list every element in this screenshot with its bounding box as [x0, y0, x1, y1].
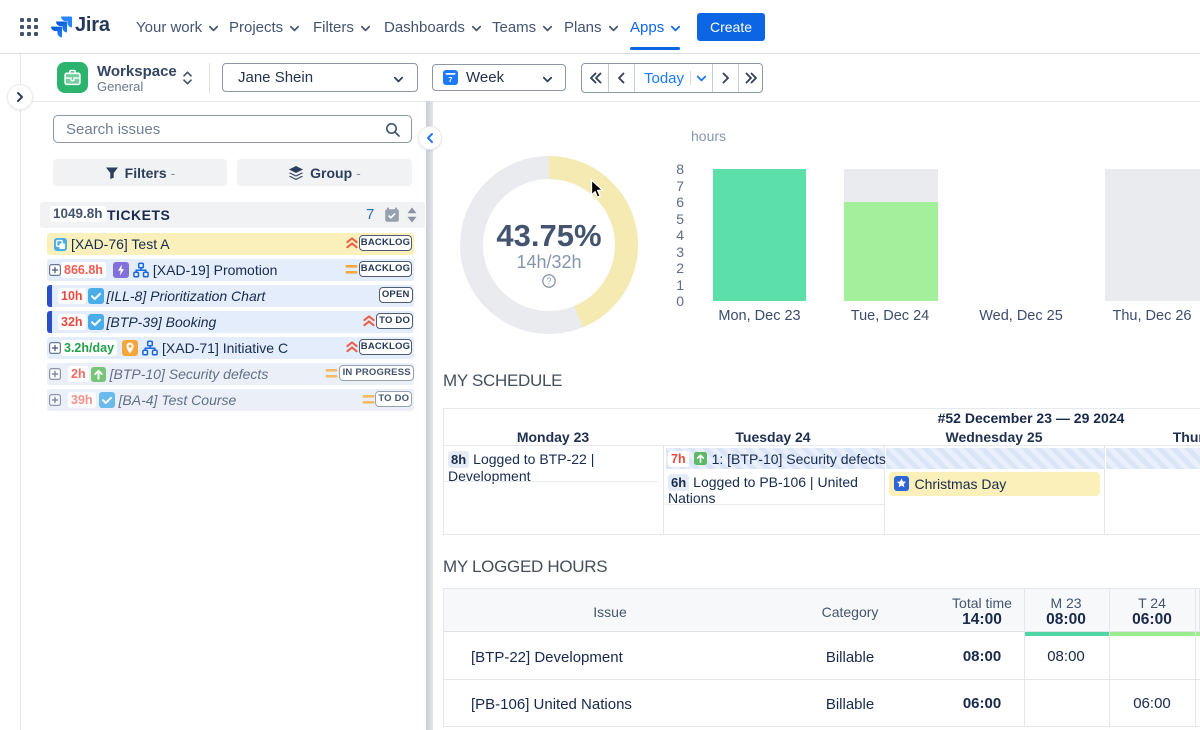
svg-text:7: 7: [448, 75, 452, 84]
svg-text:?: ?: [546, 276, 551, 286]
